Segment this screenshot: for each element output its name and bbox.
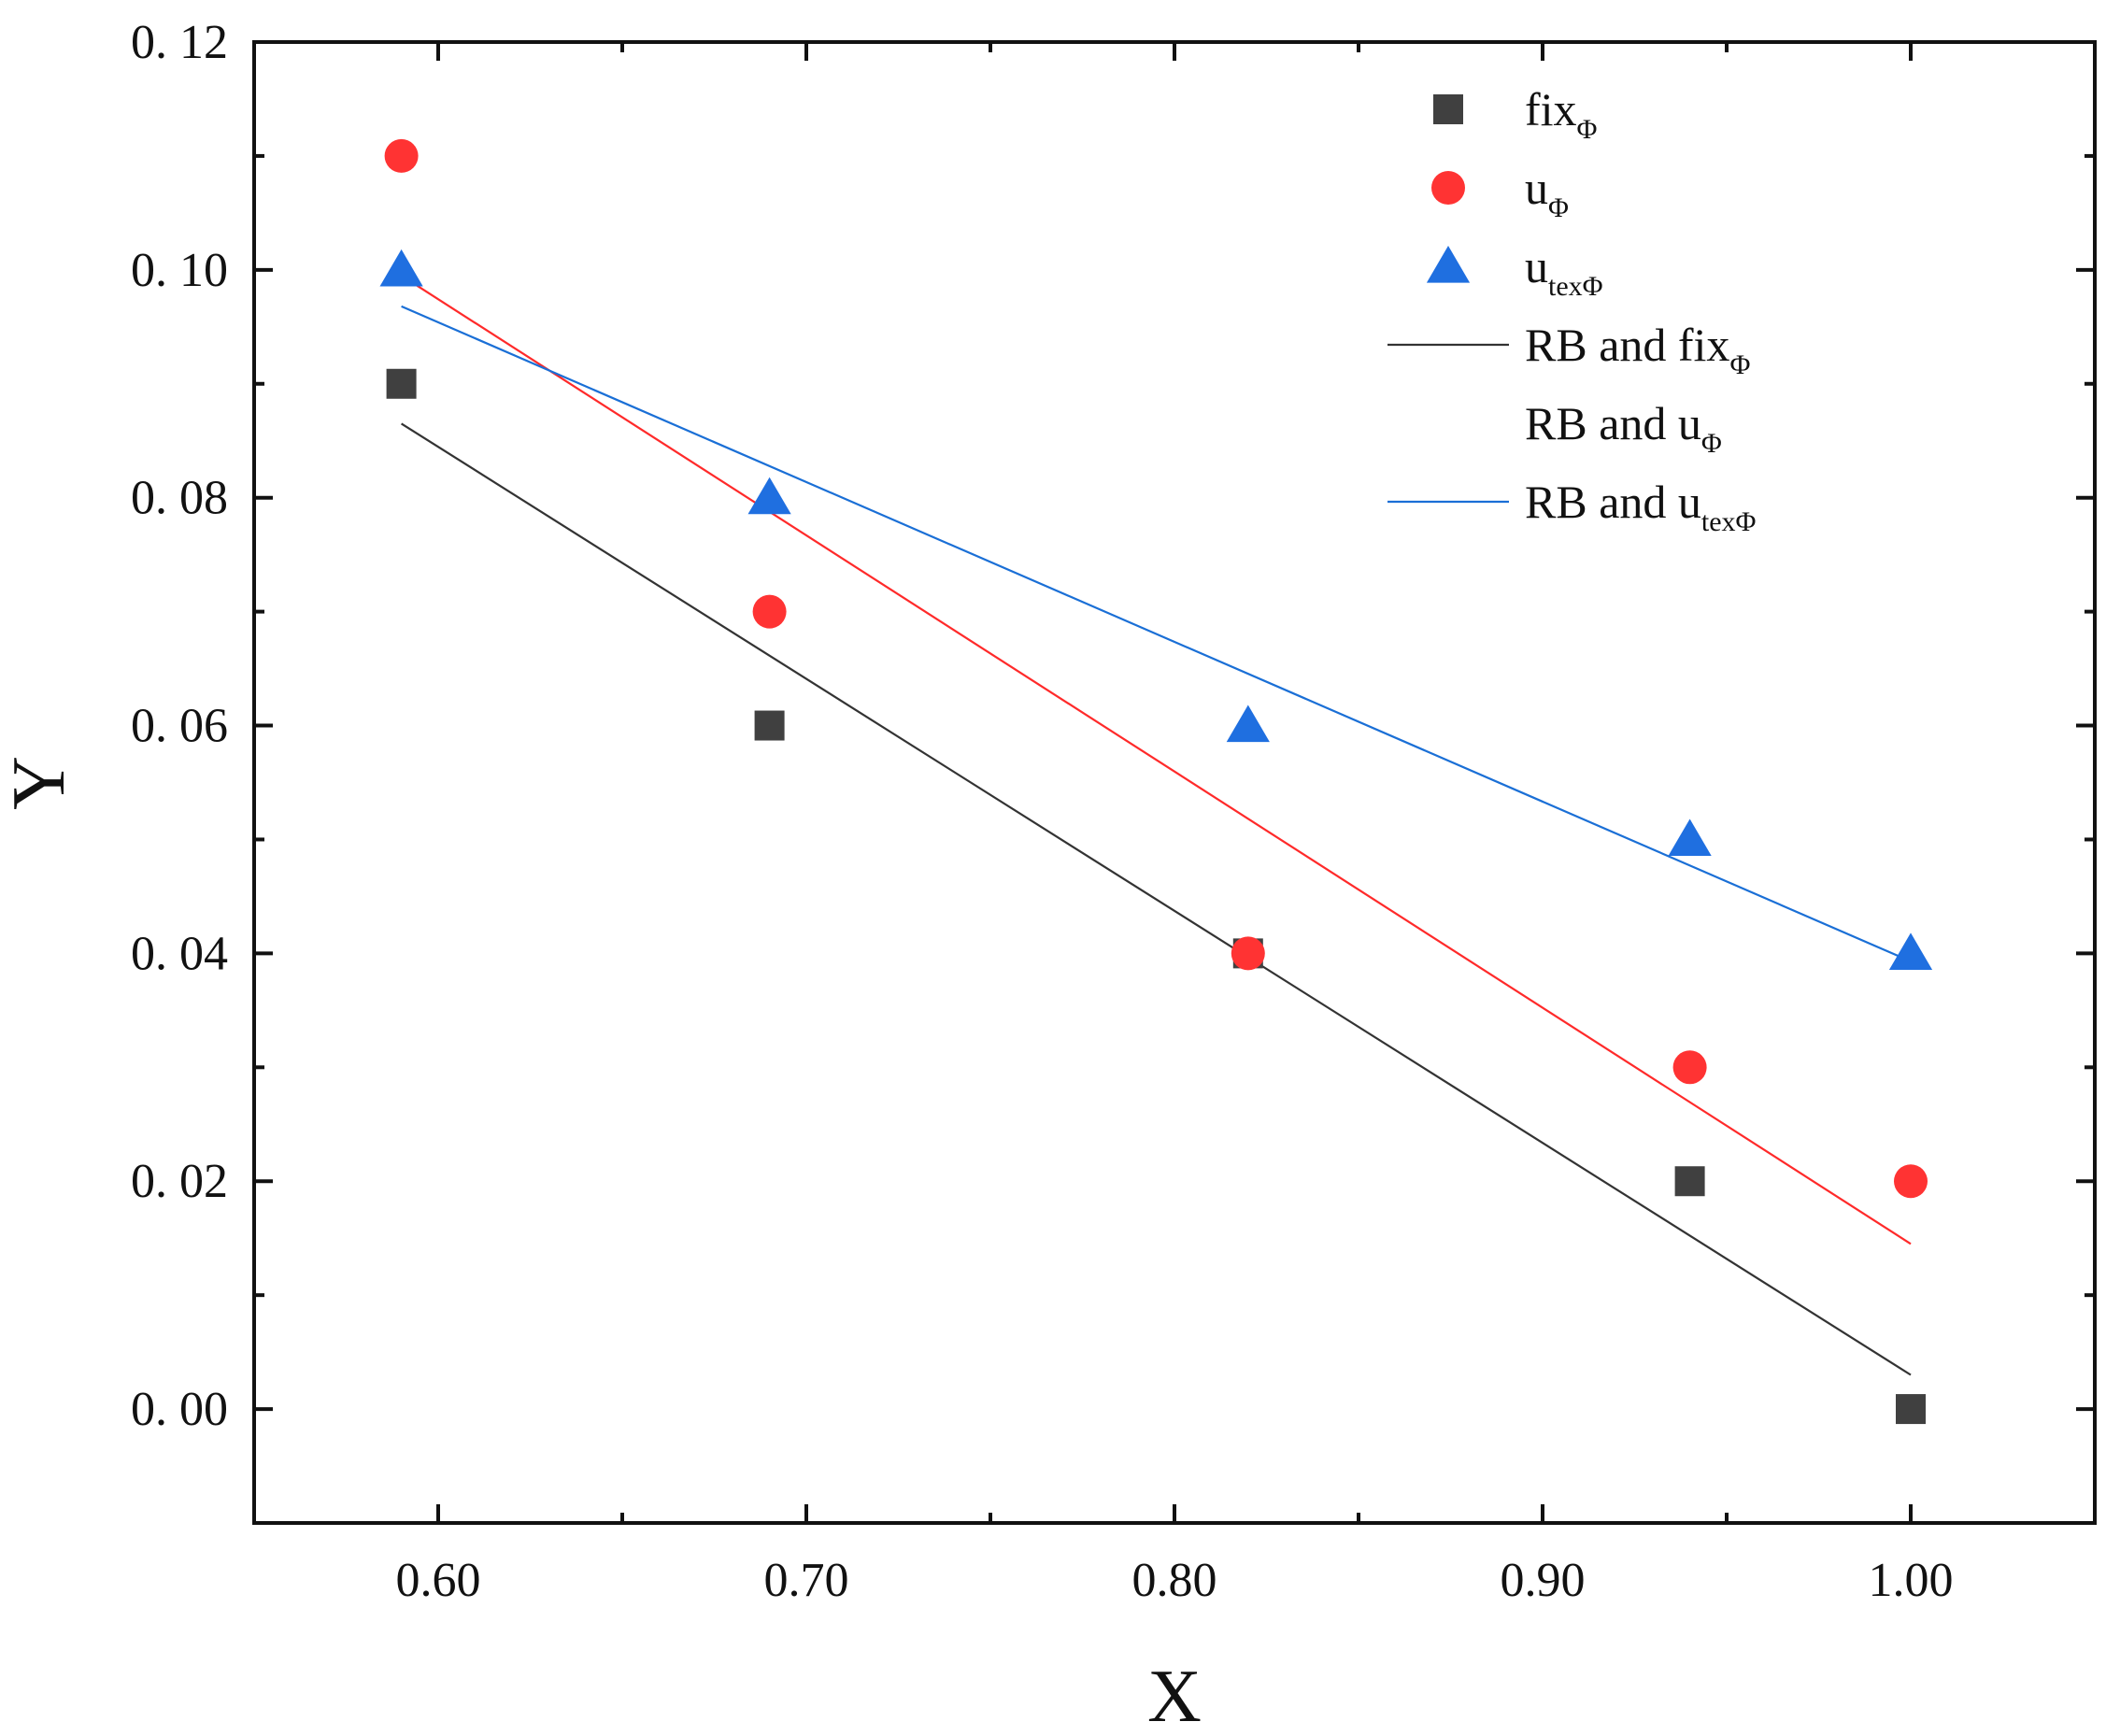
legend-marker-square	[1433, 94, 1463, 124]
data-point-triangle	[1226, 704, 1270, 743]
y-tick-label: 0. 10	[131, 244, 228, 297]
y-axis-title: Y	[0, 756, 80, 810]
x-tick-label: 0.60	[396, 1554, 481, 1607]
y-tick-label: 0. 00	[131, 1383, 228, 1436]
x-tick-label: 0.80	[1132, 1554, 1217, 1607]
data-point-circle	[384, 138, 419, 173]
data-point-square	[754, 710, 785, 741]
data-point-circle	[1894, 1164, 1928, 1199]
y-tick-label: 0. 06	[131, 700, 228, 753]
data-point-circle	[752, 594, 787, 629]
fit-line-2	[401, 275, 1912, 1245]
legend-label-3: RB and fixΦ	[1525, 319, 1750, 380]
fit-lines-layer	[401, 275, 1912, 1376]
data-point-triangle	[1668, 818, 1712, 857]
data-point-triangle	[1888, 932, 1933, 970]
legend-label-4: RB and uΦ	[1525, 397, 1722, 459]
plot-frame	[252, 40, 2097, 1525]
legend-label-1: uΦ	[1525, 162, 1569, 223]
legend-label-5: RB and utexΦ	[1525, 476, 1757, 537]
data-point-square	[386, 368, 417, 399]
data-points-layer	[379, 138, 1933, 1425]
data-point-triangle	[379, 249, 423, 287]
data-point-circle	[1672, 1050, 1707, 1085]
legend-marker-triangle	[1426, 246, 1471, 283]
y-tick-label: 0. 04	[131, 927, 228, 980]
x-tick-label: 0.70	[764, 1554, 849, 1607]
data-point-square	[1896, 1394, 1926, 1425]
legend-label-0: fixΦ	[1525, 83, 1598, 145]
data-point-circle	[1231, 936, 1265, 971]
y-tick-label: 0. 08	[131, 472, 228, 525]
data-point-triangle	[747, 477, 791, 515]
x-tick-label: 0.90	[1501, 1554, 1586, 1607]
x-axis-title: X	[1147, 1656, 1202, 1736]
y-tick-label: 0. 02	[131, 1155, 228, 1208]
data-point-square	[1674, 1166, 1705, 1197]
ticks-layer: 0.60 0.70 0.80 0.90 1.00 0. 00 0. 02 0. 04 0. 06…	[131, 16, 2097, 1607]
fit-line-3	[401, 305, 1912, 962]
y-tick-label: 0. 12	[131, 16, 228, 69]
legend: fixΦ uΦ utexΦ RB and fixΦ RB and uΦ RB and ut…	[1387, 83, 1757, 537]
x-tick-label: 1.00	[1869, 1554, 1954, 1607]
fit-line-1	[401, 422, 1912, 1376]
legend-label-2: utexΦ	[1525, 240, 1603, 302]
legend-marker-circle	[1431, 171, 1465, 205]
